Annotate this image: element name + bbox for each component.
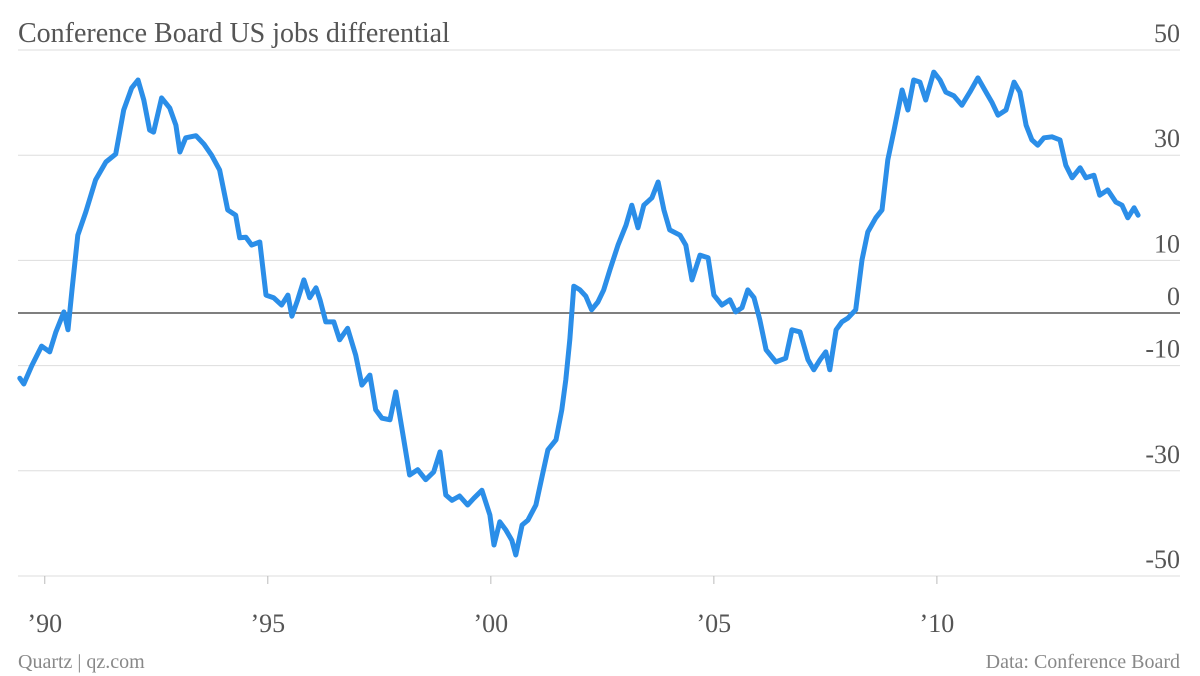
- y-tick-label: -30: [1145, 440, 1180, 469]
- chart-title: Conference Board US jobs differential: [18, 18, 450, 49]
- y-tick-label: 50: [1154, 19, 1180, 48]
- x-tick-label: ’05: [697, 609, 732, 638]
- x-tick-label: ’10: [920, 609, 955, 638]
- x-tick-label: ’90: [27, 609, 62, 638]
- y-tick-label: 10: [1154, 229, 1180, 258]
- y-tick-label: -10: [1145, 335, 1180, 364]
- y-tick-label: 0: [1167, 282, 1180, 311]
- x-tick-label: ’00: [473, 609, 508, 638]
- credit: Quartz | qz.com: [18, 651, 145, 673]
- y-tick-label: 30: [1154, 124, 1180, 153]
- x-tick-label: ’95: [250, 609, 285, 638]
- source: Data: Conference Board: [986, 651, 1180, 673]
- data-line: [17, 69, 1141, 558]
- y-tick-label: -50: [1145, 545, 1180, 574]
